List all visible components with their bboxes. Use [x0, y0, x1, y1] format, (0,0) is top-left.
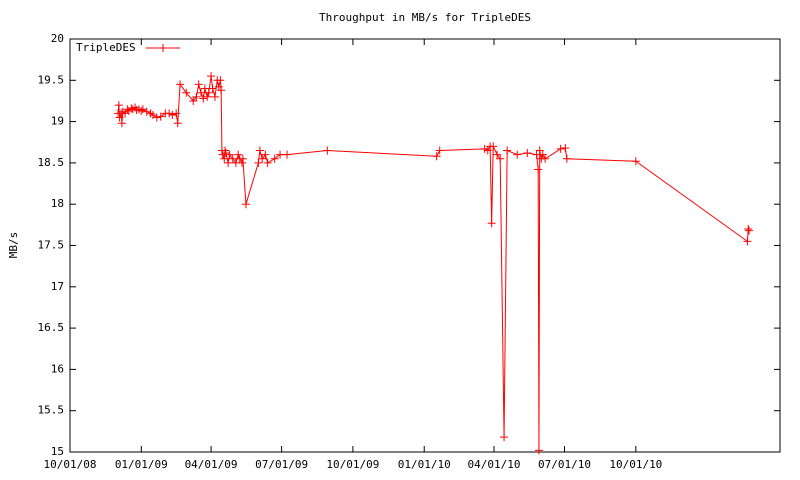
- data-point: [743, 237, 752, 246]
- data-point: [241, 200, 250, 209]
- data-point: [204, 88, 213, 97]
- data-point: [535, 146, 544, 155]
- data-point: [238, 154, 247, 163]
- data-point: [217, 86, 226, 95]
- data-point: [534, 446, 543, 455]
- data-point: [435, 146, 444, 155]
- data-point: [156, 112, 165, 121]
- data-point: [173, 119, 182, 128]
- data-point: [538, 150, 547, 159]
- y-tick-label: 17: [51, 280, 64, 293]
- data-point: [208, 84, 217, 93]
- data-point: [503, 146, 512, 155]
- data-point: [224, 158, 233, 167]
- legend-label: TripleDES: [76, 41, 136, 54]
- data-point: [196, 88, 205, 97]
- data-point: [114, 101, 123, 110]
- x-tick-label: 04/01/10: [467, 458, 520, 471]
- data-point: [194, 80, 203, 89]
- data-point: [172, 109, 181, 118]
- data-point: [254, 158, 263, 167]
- data-point: [258, 154, 267, 163]
- data-point: [744, 224, 753, 233]
- y-tick-label: 15: [51, 445, 64, 458]
- data-point: [228, 154, 237, 163]
- data-point: [168, 110, 177, 119]
- data-point: [189, 96, 198, 105]
- data-point: [489, 142, 498, 151]
- y-axis-label: MB/s: [7, 232, 20, 259]
- data-point: [199, 94, 208, 103]
- data-point: [234, 150, 243, 159]
- data-point: [225, 150, 234, 159]
- data-point: [556, 144, 565, 153]
- data-point: [117, 119, 126, 128]
- data-point: [523, 148, 532, 157]
- data-point: [263, 158, 272, 167]
- x-tick-label: 07/01/09: [255, 458, 308, 471]
- x-tick-label: 01/01/10: [398, 458, 451, 471]
- data-point: [115, 113, 124, 122]
- x-tick-label: 07/01/10: [538, 458, 591, 471]
- data-point: [207, 72, 216, 81]
- data-point: [561, 144, 570, 153]
- data-point: [216, 76, 225, 85]
- data-point: [176, 80, 185, 89]
- data-point: [220, 154, 229, 163]
- legend-marker: [159, 44, 167, 52]
- y-tick-label: 20: [51, 32, 64, 45]
- data-point: [221, 148, 230, 157]
- data-point: [142, 107, 151, 116]
- x-tick-label: 10/01/08: [44, 458, 97, 471]
- y-tick-label: 19: [51, 115, 64, 128]
- data-point: [562, 154, 571, 163]
- y-tick-label: 16.5: [38, 321, 65, 334]
- x-tick-label: 10/01/10: [609, 458, 662, 471]
- data-point: [127, 104, 136, 113]
- data-point: [238, 158, 247, 167]
- data-point: [152, 113, 161, 122]
- data-point: [534, 165, 543, 174]
- data-point: [210, 92, 219, 101]
- data-point: [483, 146, 492, 155]
- x-tick-label: 10/01/09: [326, 458, 379, 471]
- chart-title: Throughput in MB/s for TripleDES: [319, 11, 531, 24]
- y-tick-label: 18.5: [38, 156, 65, 169]
- data-point: [744, 226, 753, 235]
- data-point: [283, 150, 292, 159]
- data-point: [513, 150, 522, 159]
- data-point: [323, 146, 332, 155]
- y-tick-label: 17.5: [38, 239, 65, 252]
- data-point: [200, 84, 209, 93]
- data-point: [541, 154, 550, 163]
- x-tick-label: 04/01/09: [185, 458, 238, 471]
- data-point: [255, 146, 264, 155]
- x-tick-label: 01/01/09: [115, 458, 168, 471]
- y-tick-label: 16: [51, 362, 64, 375]
- data-point: [261, 150, 270, 159]
- y-tick-label: 19.5: [38, 73, 65, 86]
- data-point: [487, 219, 496, 228]
- data-point: [631, 157, 640, 166]
- y-tick-label: 15.5: [38, 404, 65, 417]
- data-point: [432, 152, 441, 161]
- data-point: [270, 154, 279, 163]
- data-point: [496, 154, 505, 163]
- data-point: [203, 92, 212, 101]
- data-point: [192, 92, 201, 101]
- data-point: [500, 433, 509, 442]
- y-tick-label: 18: [51, 197, 64, 210]
- data-point: [182, 88, 191, 97]
- data-point: [137, 106, 146, 115]
- data-point: [276, 150, 285, 159]
- data-point: [493, 150, 502, 159]
